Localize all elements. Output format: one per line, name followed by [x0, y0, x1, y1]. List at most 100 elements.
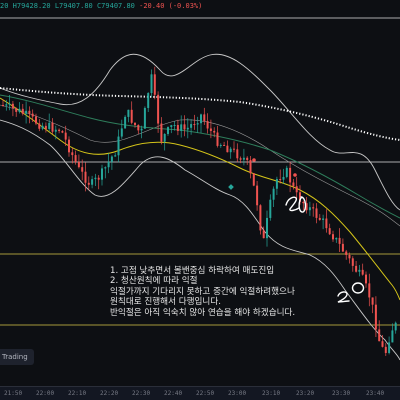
price-chart-canvas[interactable] — [0, 0, 400, 386]
candle-body — [259, 205, 262, 231]
candle-body — [266, 217, 268, 239]
trade-annotation: 1. 고점 낮추면서 볼밴중심 하락하여 매도진입 2. 청산원칙에 따라 익절… — [110, 266, 295, 318]
candle-body — [196, 123, 199, 125]
candle-body — [91, 179, 94, 185]
candle-body — [338, 237, 341, 244]
candle-body — [381, 341, 384, 347]
candle-body — [332, 234, 334, 240]
candle-body — [302, 201, 305, 204]
candle-body — [147, 93, 150, 108]
candle-body — [160, 123, 163, 142]
candle-body — [44, 125, 47, 129]
time-tick: 22:40 — [164, 390, 183, 397]
candle-body — [176, 125, 179, 131]
candle-body — [35, 116, 37, 124]
candle-body — [262, 230, 265, 239]
candle-body — [209, 128, 212, 131]
candle-body — [388, 342, 391, 353]
candle-body — [68, 139, 70, 153]
candle-body — [308, 207, 311, 211]
candle-body — [190, 124, 193, 128]
candle-body — [229, 148, 232, 153]
candle-body — [368, 283, 371, 298]
candle-body — [236, 149, 239, 159]
ohlc-change: -20.40 (-0.03%) — [139, 2, 203, 10]
candle-body — [153, 74, 156, 95]
time-tick: 22:20 — [100, 390, 119, 397]
time-tick: 23:40 — [366, 390, 385, 397]
candle-body — [127, 109, 130, 117]
candle-body — [341, 243, 344, 252]
sell-signal-marker — [293, 173, 297, 177]
candle-body — [295, 186, 298, 193]
candle-body — [31, 113, 34, 117]
candle-body — [391, 330, 394, 343]
candle-body — [200, 114, 202, 124]
candle-body — [114, 155, 117, 157]
time-tick: 23:10 — [262, 390, 281, 397]
candle-body — [61, 131, 64, 133]
candle-body — [74, 155, 77, 162]
candle-body — [272, 188, 275, 200]
candle-body — [219, 144, 222, 146]
candle-body — [18, 108, 21, 112]
candle-body — [213, 130, 216, 133]
time-tick: 22:00 — [36, 390, 55, 397]
ohlc-close: C79407.80 — [96, 2, 135, 10]
candle-body — [2, 105, 4, 106]
candle-body — [312, 207, 315, 209]
candle-body — [394, 322, 397, 331]
time-tick: 21:50 — [4, 390, 23, 397]
candle-body — [173, 125, 176, 127]
candle-body — [233, 148, 235, 150]
candle-body — [348, 254, 351, 259]
candle-body — [325, 218, 328, 229]
candle-body — [252, 173, 255, 186]
candle-body — [134, 122, 136, 125]
candle-body — [239, 158, 242, 160]
candle-body — [94, 177, 97, 180]
candle-body — [335, 237, 338, 240]
candle-body — [305, 203, 308, 211]
candle-body — [269, 199, 272, 218]
candle-body — [21, 108, 24, 114]
candle-body — [170, 125, 173, 128]
candle-body — [322, 218, 325, 220]
candle-body — [137, 124, 140, 131]
time-tick: 22:50 — [196, 390, 215, 397]
candle-body — [299, 192, 301, 202]
candle-body — [163, 133, 166, 142]
buy-signal-marker — [228, 184, 234, 190]
annotation-line: 원칙대로 진행해서 다행입니다. — [110, 297, 221, 308]
candle-body — [183, 124, 186, 130]
time-axis[interactable]: 21:50 22:00 22:10 22:20 22:30 22:40 22:5… — [0, 386, 400, 400]
candle-body — [54, 129, 57, 132]
candle-body — [365, 274, 367, 284]
candle-body — [143, 107, 146, 129]
candle-body — [318, 217, 321, 220]
annotation-line: 반익절은 아직 익숙치 않아 연습을 해야 하겠습니다. — [110, 307, 296, 318]
time-tick: 23:30 — [332, 390, 351, 397]
candle-body — [355, 265, 358, 272]
candle-body — [249, 160, 252, 174]
ohlc-low: L79407.80 — [54, 2, 93, 10]
candlestick-series — [2, 66, 397, 356]
candle-body — [150, 74, 153, 94]
sma-yellow — [0, 97, 400, 301]
candle-body — [378, 329, 381, 342]
annotation-marker-1 — [285, 196, 307, 213]
candle-body — [25, 110, 28, 114]
candle-body — [71, 152, 74, 156]
candle-body — [256, 185, 259, 206]
tradingview-watermark[interactable]: Trading — [0, 349, 34, 365]
candle-body — [8, 103, 11, 105]
candle-body — [77, 161, 80, 168]
candle-body — [289, 167, 292, 183]
candle-body — [104, 167, 107, 169]
candle-body — [180, 124, 183, 131]
candle-body — [58, 129, 61, 132]
candle-body — [87, 182, 90, 185]
candle-body — [38, 123, 41, 129]
candle-body — [97, 177, 100, 180]
